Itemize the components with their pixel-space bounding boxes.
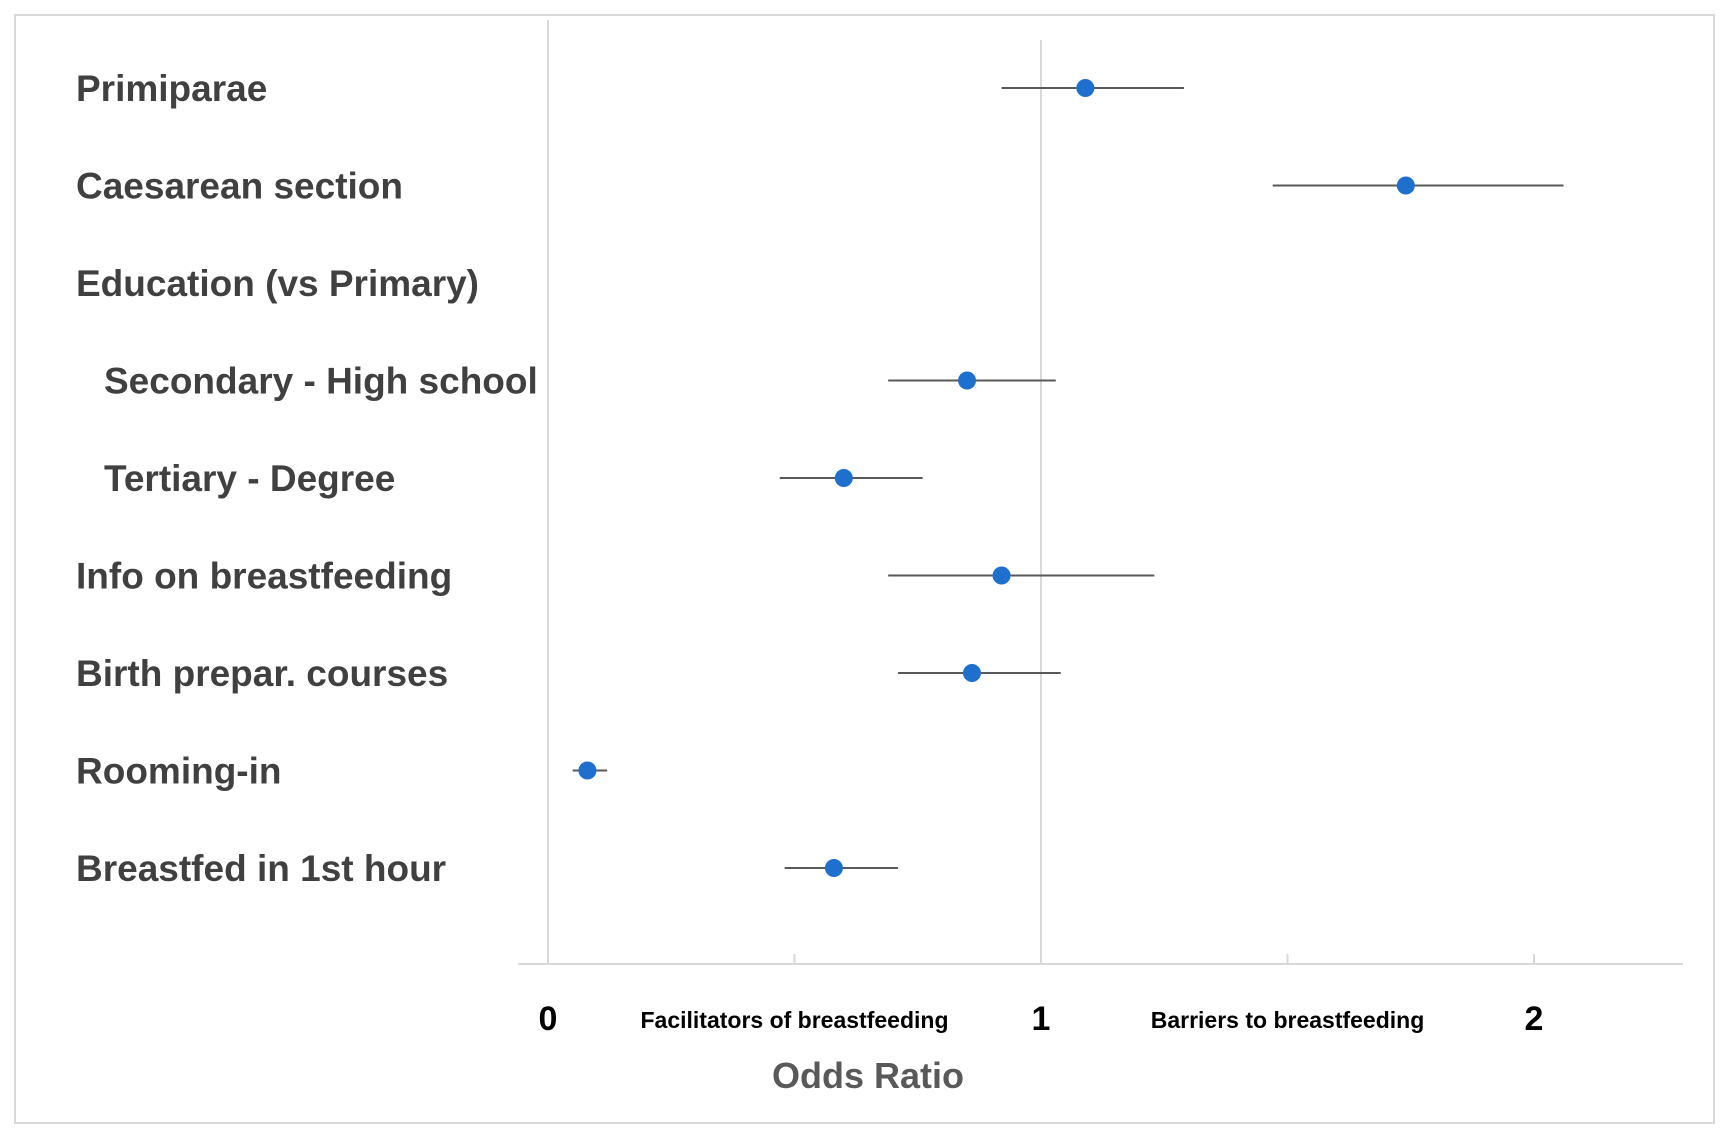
row-label-4: Tertiary - Degree <box>104 458 395 499</box>
estimate-point-8 <box>824 859 843 877</box>
row-label-8: Breastfed in 1st hour <box>76 848 446 889</box>
estimate-point-4 <box>834 469 853 487</box>
x-axis-title: Odds Ratio <box>772 1055 964 1096</box>
figure-frame <box>14 14 1715 1124</box>
estimate-point-3 <box>958 371 977 390</box>
estimate-point-6 <box>962 664 981 682</box>
estimate-point-5 <box>992 566 1011 585</box>
row-label-0: Primiparae <box>76 68 267 109</box>
row-label-6: Birth prepar. courses <box>76 653 448 694</box>
row-label-7: Rooming-in <box>76 751 282 792</box>
row-label-1: Caesarean section <box>76 166 403 207</box>
row-label-2: Education (vs Primary) <box>76 263 479 304</box>
estimate-point-0 <box>1076 79 1095 97</box>
x-tick-label-2: 2 <box>1525 1000 1544 1038</box>
region-label-1: Barriers to breastfeeding <box>1151 1007 1425 1033</box>
x-tick-label-1: 1 <box>1032 1000 1051 1038</box>
estimate-point-7 <box>578 761 597 780</box>
region-label-0: Facilitators of breastfeeding <box>640 1007 948 1033</box>
estimate-point-1 <box>1396 176 1415 195</box>
row-label-5: Info on breastfeeding <box>76 556 452 597</box>
x-tick-label-0: 0 <box>539 1000 558 1038</box>
row-label-3: Secondary - High school <box>104 361 538 402</box>
